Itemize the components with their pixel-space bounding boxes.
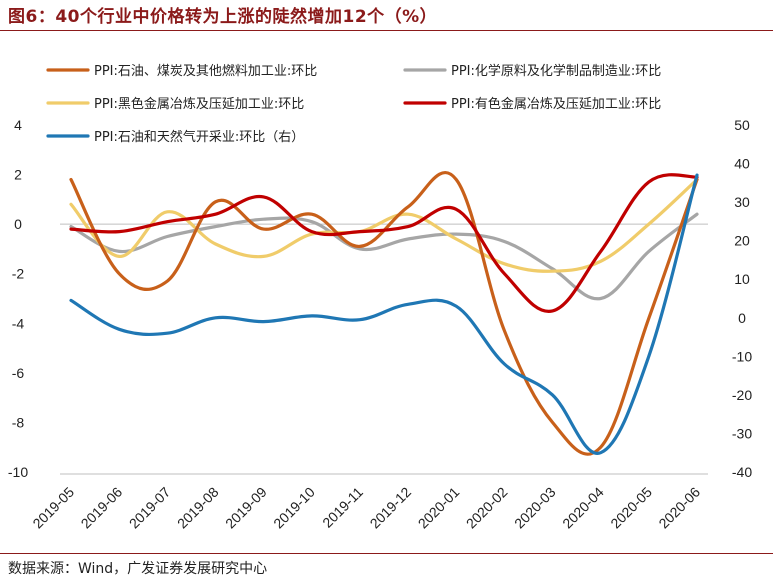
y-left-tick-label: -2	[12, 266, 25, 282]
series-line-2	[69, 212, 699, 301]
series-line-1	[69, 171, 699, 456]
legend-label-3: PPI:黑色金属冶炼及压延加工业:环比	[94, 96, 304, 112]
series-line-5	[69, 173, 699, 455]
y-left-tick-label: -10	[8, 464, 28, 480]
x-tick-label: 2019-05	[29, 484, 77, 532]
y-left-tick-label: -4	[12, 315, 25, 331]
legend-label-1: PPI:石油、煤炭及其他燃料加工业:环比	[94, 63, 317, 79]
x-tick-label: 2020-06	[655, 484, 703, 532]
x-tick-label: 2020-04	[559, 484, 607, 532]
y-right-tick-label: 30	[734, 194, 750, 210]
legend-label-4: PPI:有色金属冶炼及压延加工业:环比	[451, 96, 661, 112]
x-tick-label: 2020-02	[463, 484, 511, 532]
y-right-tick-label: 0	[738, 310, 746, 326]
y-left-tick-label: -8	[12, 414, 25, 430]
x-tick-label: 2020-05	[607, 484, 655, 532]
x-tick-label: 2020-01	[415, 484, 463, 532]
title-underline	[0, 30, 773, 31]
source-divider	[0, 553, 773, 554]
y-left-tick-label: 0	[14, 216, 22, 232]
y-right-tick-label: 50	[734, 117, 750, 133]
axes: -10-8-6-4-2024-40-30-20-1001020304050201…	[8, 117, 752, 531]
source-note: 数据来源：Wind，广发证券发展研究中心	[8, 561, 268, 577]
x-tick-label: 2019-10	[270, 484, 318, 532]
y-right-tick-label: -30	[732, 425, 752, 441]
x-tick-label: 2020-03	[511, 484, 559, 532]
y-right-tick-label: 20	[734, 233, 750, 249]
x-tick-label: 2019-06	[78, 484, 126, 532]
x-tick-label: 2019-08	[174, 484, 222, 532]
x-tick-label: 2019-09	[222, 484, 270, 532]
y-right-tick-label: 10	[734, 271, 750, 287]
y-right-tick-label: 40	[734, 156, 750, 172]
series-layer	[69, 171, 699, 456]
y-right-tick-label: -40	[732, 464, 752, 480]
x-tick-label: 2019-11	[319, 484, 366, 531]
y-right-tick-label: -20	[732, 387, 752, 403]
chart-title: 图6：40个行业中价格转为上涨的陡然增加12个（%）	[8, 7, 438, 27]
y-left-tick-label: 2	[14, 167, 22, 183]
y-left-tick-label: 4	[14, 117, 22, 133]
x-tick-label: 2019-07	[126, 484, 174, 532]
legend-label-2: PPI:化学原料及化学制品制造业:环比	[451, 63, 661, 79]
series-line-3	[69, 177, 699, 273]
legend: PPI:石油、煤炭及其他燃料加工业:环比 PPI:化学原料及化学制品制造业:环比 P…	[46, 63, 661, 145]
y-right-tick-label: -10	[732, 348, 752, 364]
x-tick-label: 2019-12	[367, 484, 415, 532]
y-left-tick-label: -6	[12, 365, 25, 381]
legend-label-5: PPI:石油和天然气开采业:环比（右）	[94, 129, 304, 145]
series-line-4	[69, 173, 699, 313]
